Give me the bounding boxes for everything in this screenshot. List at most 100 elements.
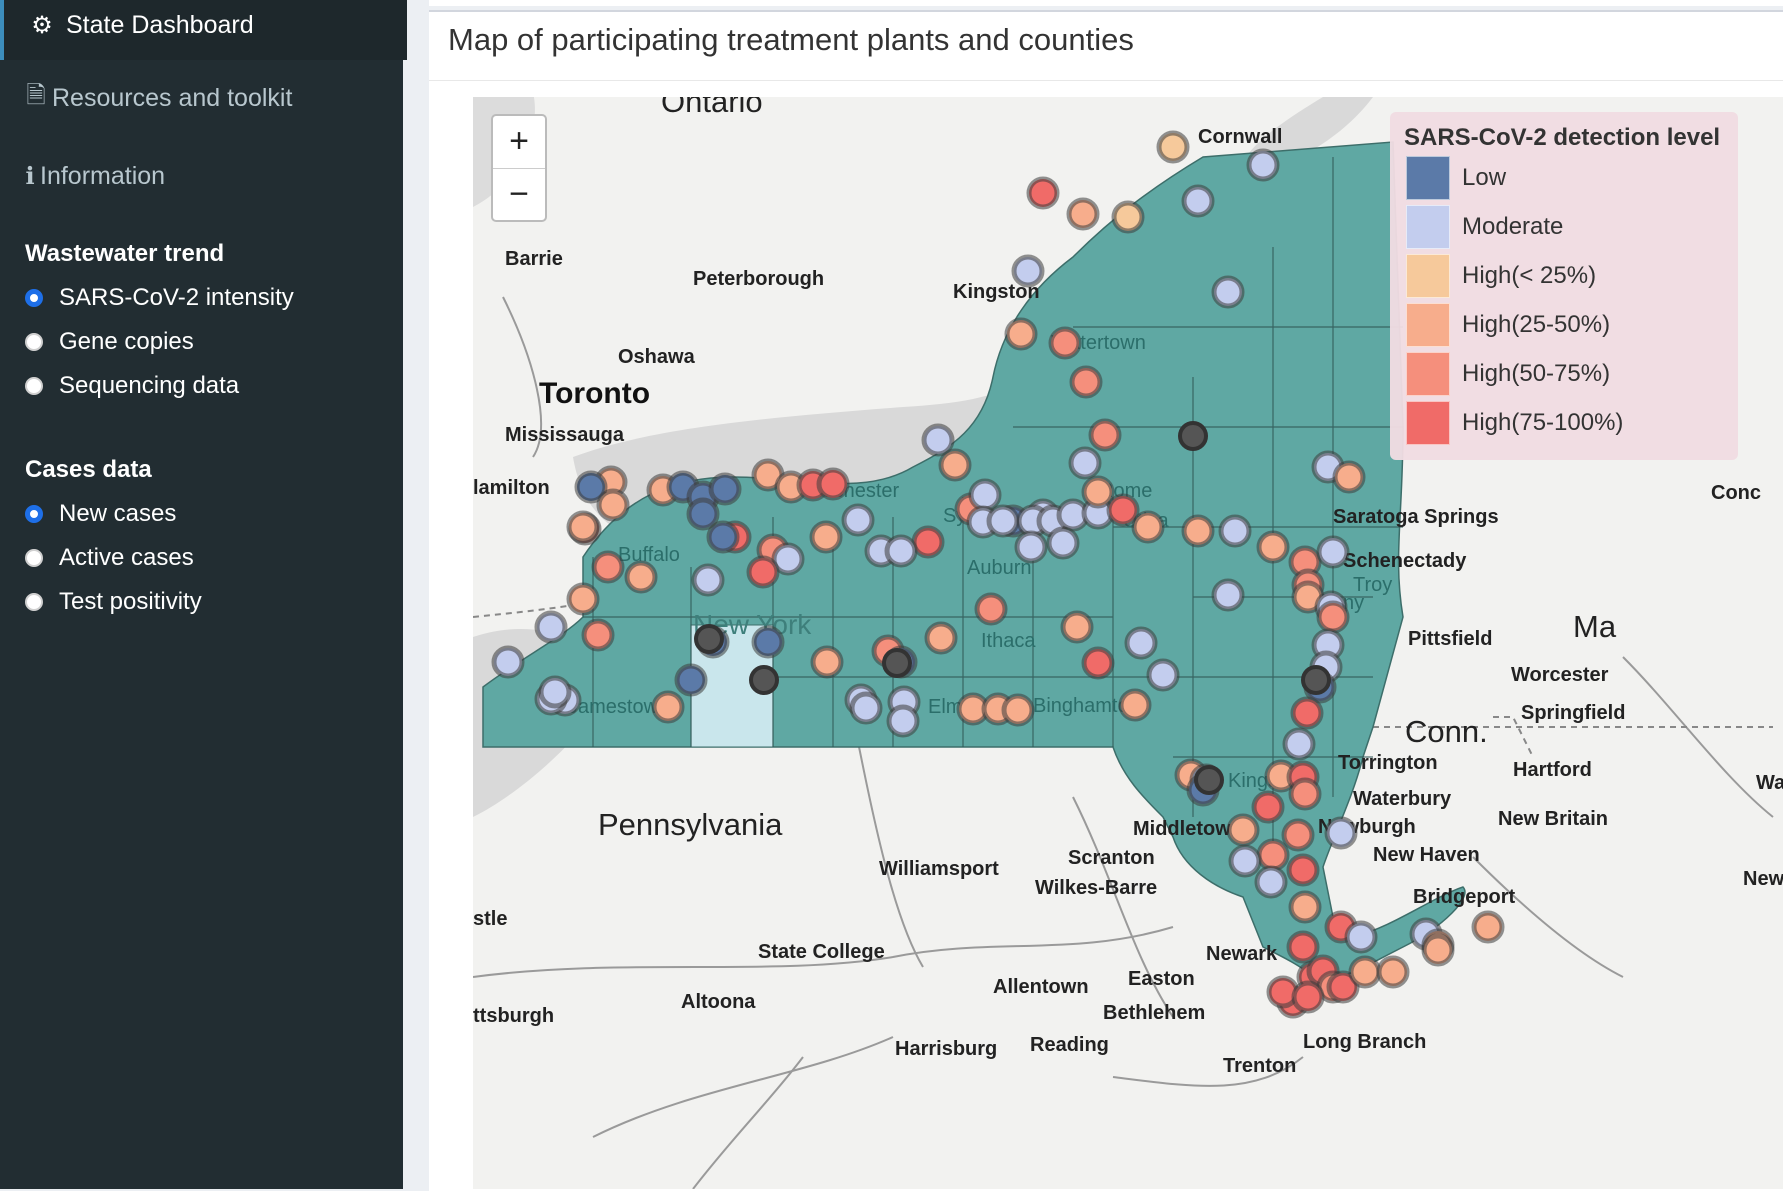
radio-button[interactable] — [25, 593, 43, 611]
treatment-plant-marker[interactable] — [771, 542, 805, 576]
treatment-plant-marker[interactable] — [1376, 955, 1410, 989]
treatment-plant-marker[interactable] — [1081, 475, 1115, 509]
treatment-plant-marker[interactable] — [624, 560, 658, 594]
treatment-plant-marker[interactable] — [1471, 910, 1505, 944]
treatment-plant-marker[interactable] — [1228, 844, 1262, 878]
radio-sars-intensity[interactable]: SARS-CoV-2 intensity — [25, 284, 294, 312]
zoom-out-button[interactable]: − — [509, 175, 529, 213]
treatment-plant-marker[interactable] — [1181, 514, 1215, 548]
treatment-plant-marker[interactable] — [1066, 197, 1100, 231]
radio-sequencing-data[interactable]: Sequencing data — [25, 372, 239, 400]
treatment-plant-marker[interactable] — [1124, 626, 1158, 660]
treatment-plant-marker[interactable] — [1226, 813, 1260, 847]
treatment-plant-marker[interactable] — [1211, 275, 1245, 309]
treatment-plant-marker[interactable] — [751, 625, 785, 659]
treatment-plant-marker[interactable] — [1344, 920, 1378, 954]
treatment-plant-marker[interactable] — [691, 563, 725, 597]
treatment-plant-marker[interactable] — [706, 520, 740, 554]
treatment-plant-marker[interactable] — [491, 645, 525, 679]
treatment-plant-marker[interactable] — [1256, 530, 1290, 564]
treatment-plant-marker[interactable] — [1048, 326, 1082, 360]
radio-new-cases[interactable]: New cases — [25, 500, 176, 528]
treatment-plant-marker[interactable] — [1282, 727, 1316, 761]
treatment-plant-marker[interactable] — [1290, 696, 1324, 730]
treatment-plant-marker[interactable] — [1326, 970, 1360, 1004]
map-canvas[interactable]: Ontario Pennsylvania Conn. Ma Cornwall B… — [473, 97, 1783, 1189]
radio-button[interactable] — [25, 505, 43, 523]
treatment-plant-marker[interactable] — [1014, 530, 1048, 564]
nav-resources[interactable]: 🗎 Resources and toolkit — [0, 68, 403, 128]
treatment-plant-marker[interactable] — [841, 503, 875, 537]
radio-button[interactable] — [25, 377, 43, 395]
treatment-plant-marker[interactable] — [1069, 365, 1103, 399]
treatment-plant-marker[interactable] — [1316, 535, 1350, 569]
treatment-plant-marker[interactable] — [1218, 514, 1252, 548]
treatment-plant-marker[interactable] — [1146, 658, 1180, 692]
treatment-plant-marker-nodata[interactable] — [1194, 765, 1224, 795]
radio-gene-copies[interactable]: Gene copies — [25, 328, 194, 356]
treatment-plant-marker[interactable] — [1286, 930, 1320, 964]
treatment-plant-marker[interactable] — [1088, 418, 1122, 452]
treatment-plant-marker[interactable] — [591, 550, 625, 584]
treatment-plant-marker[interactable] — [596, 488, 630, 522]
treatment-plant-marker[interactable] — [968, 478, 1002, 512]
radio-button[interactable] — [25, 549, 43, 567]
radio-button[interactable] — [25, 333, 43, 351]
treatment-plant-marker[interactable] — [746, 555, 780, 589]
treatment-plant-marker[interactable] — [1011, 254, 1045, 288]
treatment-plant-marker[interactable] — [1211, 578, 1245, 612]
treatment-plant-marker[interactable] — [1421, 933, 1455, 967]
treatment-plant-marker[interactable] — [921, 423, 955, 457]
treatment-plant-marker-nodata[interactable] — [694, 624, 724, 654]
treatment-plant-marker[interactable] — [1181, 184, 1215, 218]
treatment-plant-marker[interactable] — [1251, 790, 1285, 824]
treatment-plant-marker[interactable] — [534, 610, 568, 644]
treatment-plant-marker[interactable] — [810, 645, 844, 679]
treatment-plant-marker[interactable] — [574, 470, 608, 504]
radio-button[interactable] — [25, 289, 43, 307]
treatment-plant-marker[interactable] — [1254, 865, 1288, 899]
treatment-plant-marker[interactable] — [1288, 777, 1322, 811]
treatment-plant-marker[interactable] — [886, 704, 920, 738]
treatment-plant-marker-nodata[interactable] — [1301, 665, 1331, 695]
treatment-plant-marker[interactable] — [1068, 446, 1102, 480]
treatment-plant-marker[interactable] — [986, 504, 1020, 538]
treatment-plant-marker[interactable] — [1046, 526, 1080, 560]
treatment-plant-marker[interactable] — [1324, 816, 1358, 850]
radio-test-positivity[interactable]: Test positivity — [25, 588, 202, 616]
treatment-plant-marker[interactable] — [1111, 200, 1145, 234]
treatment-plant-marker[interactable] — [1286, 853, 1320, 887]
treatment-plant-marker[interactable] — [884, 534, 918, 568]
treatment-plant-marker[interactable] — [1288, 890, 1322, 924]
treatment-plant-marker-nodata[interactable] — [882, 648, 912, 678]
treatment-plant-marker[interactable] — [938, 448, 972, 482]
treatment-plant-marker[interactable] — [911, 525, 945, 559]
treatment-plant-marker[interactable] — [1246, 148, 1280, 182]
treatment-plant-marker[interactable] — [1316, 600, 1350, 634]
treatment-plant-marker[interactable] — [686, 497, 720, 531]
radio-active-cases[interactable]: Active cases — [25, 544, 194, 572]
treatment-plant-marker[interactable] — [1106, 493, 1140, 527]
treatment-plant-marker[interactable] — [651, 690, 685, 724]
treatment-plant-marker[interactable] — [566, 582, 600, 616]
treatment-plant-marker[interactable] — [816, 467, 850, 501]
treatment-plant-marker[interactable] — [1281, 818, 1315, 852]
nav-information[interactable]: ℹ Information — [0, 146, 403, 206]
treatment-plant-marker-nodata[interactable] — [1178, 421, 1208, 451]
treatment-plant-marker[interactable] — [924, 621, 958, 655]
treatment-plant-marker[interactable] — [1081, 646, 1115, 680]
treatment-plant-marker[interactable] — [1256, 838, 1290, 872]
treatment-plant-marker[interactable] — [1332, 460, 1366, 494]
treatment-plant-marker[interactable] — [1131, 510, 1165, 544]
treatment-plant-marker[interactable] — [538, 675, 572, 709]
treatment-plant-marker[interactable] — [809, 520, 843, 554]
treatment-plant-marker[interactable] — [1001, 693, 1035, 727]
map[interactable]: Ontario Pennsylvania Conn. Ma Cornwall B… — [473, 97, 1783, 1189]
treatment-plant-marker[interactable] — [1026, 176, 1060, 210]
treatment-plant-marker[interactable] — [1004, 317, 1038, 351]
treatment-plant-marker-nodata[interactable] — [749, 665, 779, 695]
nav-state-dashboard[interactable]: ⚙ State Dashboard — [0, 0, 407, 60]
treatment-plant-marker[interactable] — [674, 663, 708, 697]
treatment-plant-marker[interactable] — [1348, 955, 1382, 989]
treatment-plant-marker[interactable] — [581, 618, 615, 652]
